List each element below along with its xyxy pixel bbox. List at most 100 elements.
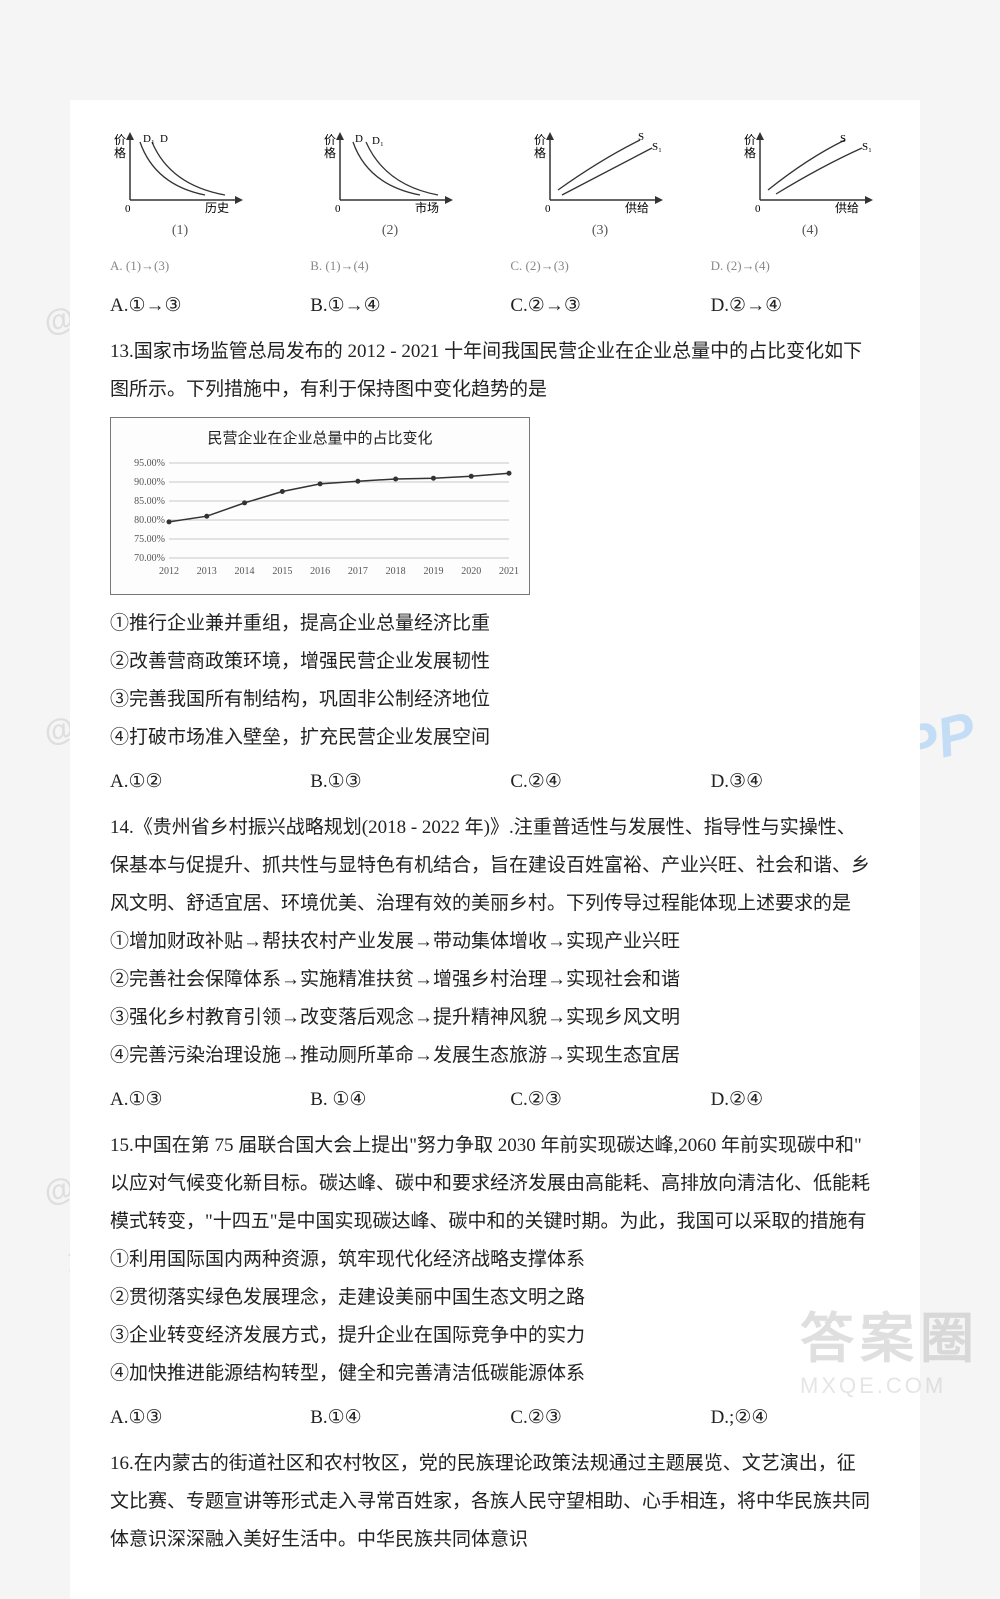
svg-text:2012: 2012 (159, 566, 179, 577)
q14-opt3: ③强化乡村教育引领→改变落后观念→提升精神风貌→实现乡风文明 (110, 999, 880, 1037)
mini-chart-3: 价 格 S S₁ 0 供给 (3) (530, 130, 670, 245)
option-d: D.②→④ (711, 287, 880, 325)
demand-shift-in-chart: 价 格 D D₁ 0 市场 (320, 130, 460, 215)
svg-text:格: 格 (114, 145, 126, 160)
svg-text:0: 0 (755, 203, 761, 215)
option-b: B.①→④ (310, 287, 510, 325)
q13-chart-title: 民营企业在企业总量中的占比变化 (119, 424, 521, 454)
q13-stem-line2: 图所示。下列措施中，有利于保持图中变化趋势的是 (110, 371, 880, 409)
svg-text:价: 价 (744, 133, 756, 147)
option-b: B.①③ (310, 763, 510, 801)
svg-text:70.00%: 70.00% (134, 553, 165, 564)
mini-chart-2: 价 格 D D₁ 0 市场 (2) (320, 130, 460, 245)
row-label: B. (1)→(4) (310, 253, 510, 279)
row-label: A. (1)→(3) (110, 253, 310, 279)
svg-text:价: 价 (534, 133, 546, 147)
svg-text:价: 价 (324, 133, 336, 147)
svg-text:2020: 2020 (461, 566, 481, 577)
option-a: A.①→③ (110, 287, 310, 325)
mini-charts-row: 价 格 D₁ D 0 历史 (1) 价 格 D D₁ 0 (110, 130, 880, 245)
svg-text:2014: 2014 (235, 566, 255, 577)
option-d: D.②④ (711, 1081, 880, 1119)
q14-stem-line3: 风文明、舒适宜居、环境优美、治理有效的美丽乡村。下列传导过程能体现上述要求的是 (110, 885, 880, 923)
option-c: C.②③ (510, 1081, 710, 1119)
q14-options: A.①③ B. ①④ C.②③ D.②④ (110, 1081, 880, 1119)
mini-chart-row-labels: A. (1)→(3) B. (1)→(4) C. (2)→(3) D. (2)→… (110, 253, 880, 279)
svg-text:S₁: S₁ (652, 141, 662, 153)
svg-text:D₁: D₁ (372, 135, 384, 147)
svg-text:D: D (160, 133, 168, 145)
svg-text:格: 格 (744, 145, 756, 160)
mini-chart-caption: (2) (320, 217, 460, 245)
option-c: C.②④ (510, 763, 710, 801)
svg-text:75.00%: 75.00% (134, 534, 165, 545)
svg-text:D: D (355, 133, 363, 145)
svg-text:供给: 供给 (625, 201, 649, 215)
corner-watermark: 答案圈 MXQE.COM (800, 1294, 1000, 1414)
demand-shift-chart: 价 格 D₁ D 0 历史 (110, 130, 250, 215)
q16-stem-line3: 体意识深深融入美好生活中。中华民族共同体意识 (110, 1521, 880, 1559)
option-a: A.①③ (110, 1399, 310, 1437)
supply-shift-chart: 价 格 S S₁ 0 供给 (530, 130, 670, 215)
q13-opt2: ②改善营商政策环境，增强民营企业发展韧性 (110, 643, 880, 681)
svg-text:S: S (638, 131, 644, 143)
svg-text:历史: 历史 (205, 201, 229, 215)
svg-text:格: 格 (324, 145, 336, 160)
svg-text:价: 价 (114, 133, 126, 147)
svg-text:95.00%: 95.00% (134, 458, 165, 469)
row-label: D. (2)→(4) (711, 253, 880, 279)
mini-chart-caption: (3) (530, 217, 670, 245)
svg-text:2017: 2017 (348, 566, 368, 577)
svg-text:0: 0 (335, 203, 341, 215)
mini-chart-caption: (1) (110, 217, 250, 245)
svg-text:2016: 2016 (310, 566, 330, 577)
option-c: C.②→③ (510, 287, 710, 325)
q13-chart: 民营企业在企业总量中的占比变化 70.00% 75.00% 80.00% 85.00%… (110, 417, 530, 595)
svg-text:S: S (840, 133, 846, 145)
q13-line-chart-svg: 70.00% 75.00% 80.00% 85.00% 90.00% 95.00% 2012… (119, 458, 519, 578)
q15-stem-line1: 15.中国在第 75 届联合国大会上提出"努力争取 2030 年前实现碳达峰,2… (110, 1127, 880, 1165)
corner-big-text: 答案圈 (800, 1294, 1000, 1373)
q16-stem-line2: 文比赛、专题宣讲等形式走入寻常百姓家，各族人民守望相助、心手相连，将中华民族共同 (110, 1483, 880, 1521)
mini-chart-1: 价 格 D₁ D 0 历史 (1) (110, 130, 250, 245)
option-a: A.①② (110, 763, 310, 801)
svg-text:供给: 供给 (835, 201, 859, 215)
q14-opt4: ④完善污染治理设施→推动厕所革命→发展生态旅游→实现生态宜居 (110, 1037, 880, 1075)
option-d: D.③④ (711, 763, 880, 801)
q13-options: A.①② B.①③ C.②④ D.③④ (110, 763, 880, 801)
q14-opt1: ①增加财政补贴→帮扶农村产业发展→带动集体增收→实现产业兴旺 (110, 923, 880, 961)
svg-text:2021: 2021 (499, 566, 519, 577)
option-b: B. ①④ (310, 1081, 510, 1119)
q13-stem-line1: 13.国家市场监管总局发布的 2012 - 2021 十年间我国民营企业在企业总… (110, 333, 880, 371)
svg-text:D₁: D₁ (143, 133, 155, 145)
q13-opt3: ③完善我国所有制结构，巩固非公制经济地位 (110, 681, 880, 719)
svg-text:2015: 2015 (272, 566, 292, 577)
svg-text:格: 格 (534, 145, 546, 160)
q14-stem-line1: 14.《贵州省乡村振兴战略规划(2018 - 2022 年)》.注重普适性与发展… (110, 809, 880, 847)
row-label: C. (2)→(3) (510, 253, 710, 279)
svg-text:0: 0 (545, 203, 551, 215)
svg-text:90.00%: 90.00% (134, 477, 165, 488)
option-c: C.②③ (510, 1399, 710, 1437)
q14-opt2: ②完善社会保障体系→实施精准扶贫→增强乡村治理→实现社会和谐 (110, 961, 880, 999)
svg-text:2018: 2018 (386, 566, 406, 577)
svg-text:2013: 2013 (197, 566, 217, 577)
svg-text:0: 0 (125, 203, 131, 215)
svg-text:S₁: S₁ (862, 141, 872, 153)
svg-text:80.00%: 80.00% (134, 515, 165, 526)
q12-options: A.①→③ B.①→④ C.②→③ D.②→④ (110, 287, 880, 325)
svg-text:2019: 2019 (423, 566, 443, 577)
supply-shift-out-chart: 价 格 S S₁ 0 供给 (740, 130, 880, 215)
q15-opt1: ①利用国际国内两种资源，筑牢现代化经济战略支撑体系 (110, 1241, 880, 1279)
mini-chart-caption: (4) (740, 217, 880, 245)
corner-small-text: MXQE.COM (800, 1373, 1000, 1399)
q15-stem-line3: 模式转变，"十四五"是中国实现碳达峰、碳中和的关键时期。为此，我国可以采取的措施… (110, 1203, 880, 1241)
q13-opt1: ①推行企业兼并重组，提高企业总量经济比重 (110, 605, 880, 643)
svg-text:市场: 市场 (415, 200, 439, 215)
q13-opt4: ④打破市场准入壁垒，扩充民营企业发展空间 (110, 719, 880, 757)
q16-stem-line1: 16.在内蒙古的街道社区和农村牧区，党的民族理论政策法规通过主题展览、文艺演出，… (110, 1445, 880, 1483)
q15-opt4: ④加快推进能源结构转型，健全和完善清洁低碳能源体系 (110, 1355, 880, 1393)
exam-page: 价 格 D₁ D 0 历史 (1) 价 格 D D₁ 0 (70, 100, 920, 1599)
svg-text:85.00%: 85.00% (134, 496, 165, 507)
q15-stem-line2: 以应对气候变化新目标。碳达峰、碳中和要求经济发展由高能耗、高排放向清洁化、低能耗 (110, 1165, 880, 1203)
